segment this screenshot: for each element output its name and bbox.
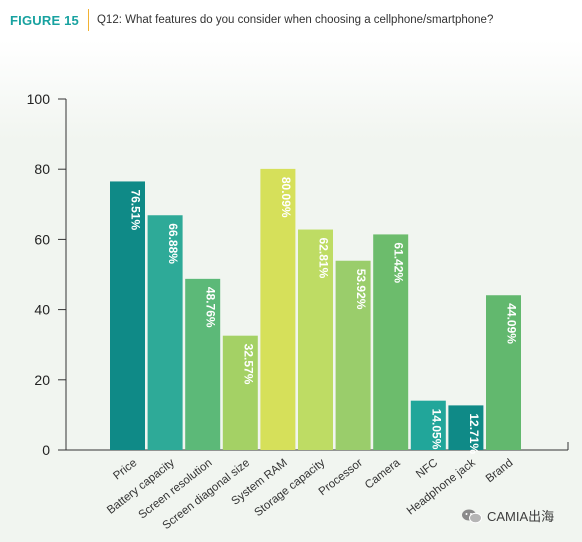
watermark-text: CAMIA出海 xyxy=(487,509,555,524)
bar xyxy=(486,295,521,450)
bar-value-label: 76.51% xyxy=(129,189,143,230)
bar-value-label: 61.42% xyxy=(392,242,406,283)
watermark: CAMIA出海 xyxy=(461,506,554,525)
bar xyxy=(185,278,221,450)
y-tick-label: 20 xyxy=(34,372,50,388)
y-tick-label: 60 xyxy=(34,231,50,247)
header-divider xyxy=(87,9,89,31)
x-tick-label: Brand xyxy=(484,457,516,485)
bar xyxy=(448,405,484,450)
y-tick-label: 0 xyxy=(42,442,50,458)
bar-value-label: 62.81% xyxy=(317,238,331,279)
bar xyxy=(373,234,409,450)
x-tick-label: Price xyxy=(111,457,139,483)
y-tick-label: 40 xyxy=(34,302,50,318)
figure-question: Q12: What features do you consider when … xyxy=(96,14,494,26)
bar xyxy=(110,181,145,451)
bar xyxy=(222,335,258,450)
bar-value-label: 14.05% xyxy=(429,409,443,450)
bar-value-label: 12.71% xyxy=(467,413,481,454)
bar-value-label: 32.57% xyxy=(241,344,255,385)
x-tick-label: NFC xyxy=(414,457,440,481)
wechat-icon xyxy=(461,508,483,524)
bar xyxy=(298,229,333,450)
bar xyxy=(260,168,296,450)
bar xyxy=(335,260,371,450)
bar-value-label: 53.92% xyxy=(354,269,368,310)
y-tick-label: 100 xyxy=(27,91,51,107)
bar-value-label: 44.09% xyxy=(505,303,519,344)
figure-header: FIGURE 15 Q12: What features do you cons… xyxy=(0,0,582,40)
y-tick-label: 80 xyxy=(34,161,50,177)
bar-value-label: 66.88% xyxy=(166,223,180,264)
bar xyxy=(147,215,183,450)
bar xyxy=(410,400,446,450)
figure-label: FIGURE 15 xyxy=(10,12,79,28)
x-tick-label: Camera xyxy=(363,457,403,492)
bar-value-label: 48.76% xyxy=(204,287,218,328)
bar-value-label: 80.09% xyxy=(279,177,293,218)
